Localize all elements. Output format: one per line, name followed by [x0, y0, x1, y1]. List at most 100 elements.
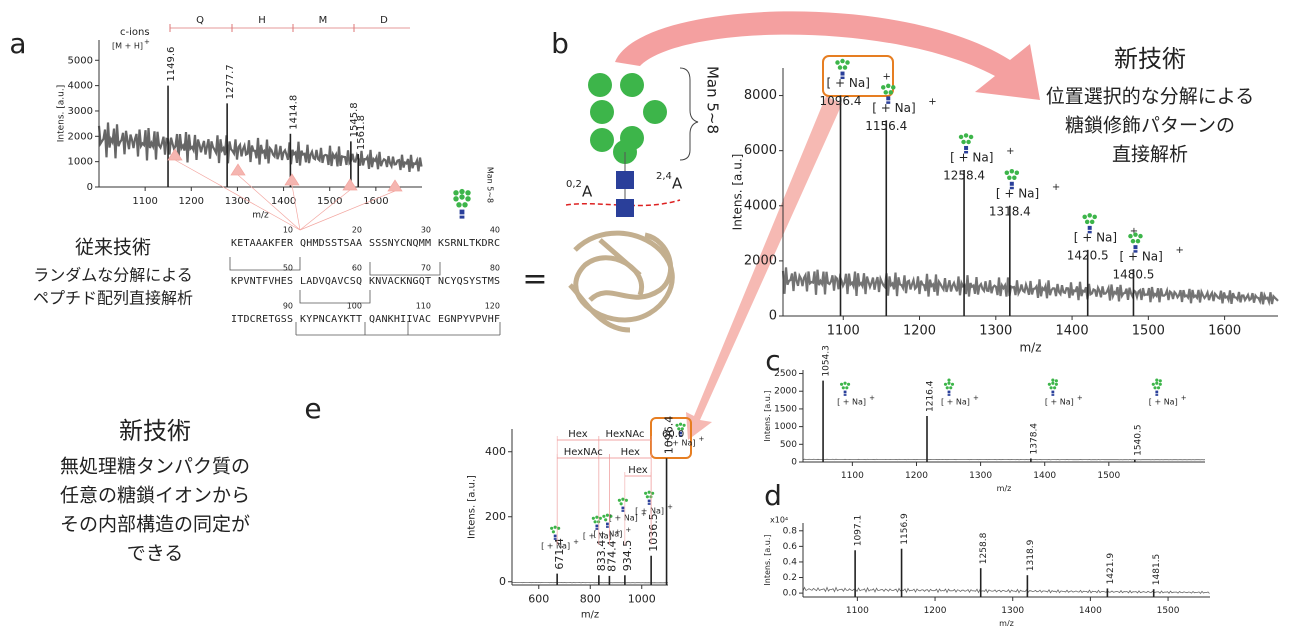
peak-label: 1545.8	[349, 102, 360, 137]
noise-trace	[802, 586, 1210, 595]
x-tick-label: 600	[528, 592, 549, 605]
adduct-label: [ + Na]	[541, 542, 570, 551]
glycan-mannose	[1007, 175, 1012, 181]
y-tick-label: 4000	[68, 81, 93, 92]
fragment-pointer	[299, 178, 358, 231]
glycan-label: Man 5~8	[704, 66, 722, 134]
x-tick-label: 1200	[905, 471, 928, 481]
y-tick-label: 2500	[774, 369, 797, 379]
sequence-block: EGNPYVPVHF	[438, 314, 500, 325]
glycan-mannose	[553, 525, 557, 529]
glycan-glcnac	[843, 394, 847, 396]
loss-label: 60.0	[662, 429, 684, 440]
equals-sign: =	[522, 262, 547, 297]
sequence-number: 60	[352, 264, 362, 273]
peak-label: 1540.5	[1133, 424, 1143, 456]
y-axis-label: Intens. [a.u.]	[467, 475, 478, 539]
glycan-mannose	[551, 530, 555, 534]
sequence-number: 70	[421, 264, 431, 273]
x-tick-label: 1400	[271, 196, 296, 207]
glycan-mannose	[1158, 382, 1162, 386]
peak-label: 1378.4	[1029, 423, 1039, 455]
glycan-mannose	[943, 382, 948, 386]
sequence-block: ITDCRETGSS	[231, 314, 293, 325]
sequence-block: NCYQSYSTMS	[438, 276, 500, 287]
caption-title: 従来技術	[75, 237, 151, 259]
x-tick-label: 1500	[317, 196, 342, 207]
x-tick-label: 1600	[1208, 324, 1241, 339]
glycan-mannose	[621, 497, 625, 501]
glycan-mannose	[678, 422, 683, 426]
fragment-base: A	[672, 175, 683, 193]
x-axis-label: m/z	[581, 609, 599, 620]
glycan-mannose	[1138, 233, 1143, 239]
panel-letter: e	[304, 392, 321, 425]
x-tick-label: 1100	[846, 606, 869, 616]
glycan-mannose	[453, 196, 459, 202]
peak-label: 833.4	[595, 540, 608, 572]
glycan-mannose	[595, 515, 599, 519]
glycan-mannose	[680, 427, 684, 431]
glycan-mannose	[958, 134, 964, 140]
fragment-sup: 0,2	[566, 179, 582, 190]
cleavage-line	[565, 199, 681, 207]
caption-line: ペプチド配列直接解析	[33, 289, 193, 308]
glycan-mannose	[945, 386, 949, 390]
adduct-label: [ + Na]	[1119, 250, 1162, 264]
glycan-glcnac	[553, 534, 557, 538]
glycan-glcnac	[1155, 394, 1159, 396]
description-line: 任意の糖鎖イオンから	[60, 485, 250, 507]
y-axis-label: Intens. [a.u.]	[730, 154, 744, 231]
adduct-charge: +	[573, 538, 579, 546]
adduct-charge: +	[1052, 182, 1060, 193]
glycan-mannose	[459, 188, 465, 195]
glycan-mannose	[557, 526, 561, 530]
noise-trace	[781, 267, 1279, 307]
peak-label: 1318.4	[989, 204, 1031, 218]
glycan-glcnac	[621, 506, 625, 510]
adduct-label: [ + Na]	[950, 150, 993, 164]
glycan-glcnac	[1009, 181, 1014, 186]
sequence-number: 110	[416, 302, 431, 311]
adduct-charge: +	[1181, 394, 1187, 402]
glycan-glcnac	[595, 528, 599, 530]
sequence-number: 40	[490, 226, 500, 235]
caption-line: ランダムな分解による	[33, 266, 193, 285]
y-tick-label: 0	[87, 182, 93, 193]
adduct-label: [ + Na]	[1045, 398, 1074, 407]
glycan-mannose	[845, 386, 849, 390]
glycan-glcnac	[616, 199, 634, 217]
glycan-glcnac	[1133, 250, 1138, 253]
highlight-box	[822, 55, 894, 97]
y-tick-label: 0.0	[783, 589, 798, 599]
sequence-number: 90	[283, 302, 293, 311]
glycan-glcnac	[947, 390, 951, 394]
adduct-charge: +	[1175, 245, 1183, 256]
y-axis-label: Intens. [a.u.]	[57, 85, 67, 143]
panel-letter: d	[764, 479, 782, 512]
x-tick-label: 1600	[363, 196, 388, 207]
fragment-pointer	[284, 173, 301, 231]
sequence-block: KSRNLTKDRC	[438, 238, 500, 249]
glycan-mannose	[651, 491, 655, 495]
x-tick-label: 1100	[841, 471, 864, 481]
disulfide-brackets	[229, 257, 501, 336]
y-axis-label: Intens. [a.u.]	[763, 390, 772, 441]
y-tick-label: 3000	[68, 106, 93, 117]
sequence-number: 80	[490, 264, 500, 273]
y-tick-label: 500	[780, 440, 797, 450]
glycan-glcnac	[459, 209, 465, 215]
adduct-label: [ + Na]	[1074, 230, 1117, 244]
glycan-mannose	[963, 133, 969, 138]
x-tick-label: 1200	[903, 324, 936, 339]
ions-label: c-ions	[120, 27, 150, 38]
glycan-mannose	[675, 423, 679, 427]
glycan-mannose	[1153, 386, 1157, 390]
glycan-mannose	[843, 381, 847, 385]
glycan-mannose	[1051, 378, 1055, 382]
x-tick-label: 1300	[979, 324, 1012, 339]
glycan-mannose	[645, 495, 649, 499]
glycan-glcnac	[616, 171, 634, 189]
x-tick-label: 1300	[225, 196, 250, 207]
glycan-glcnac	[553, 538, 557, 540]
